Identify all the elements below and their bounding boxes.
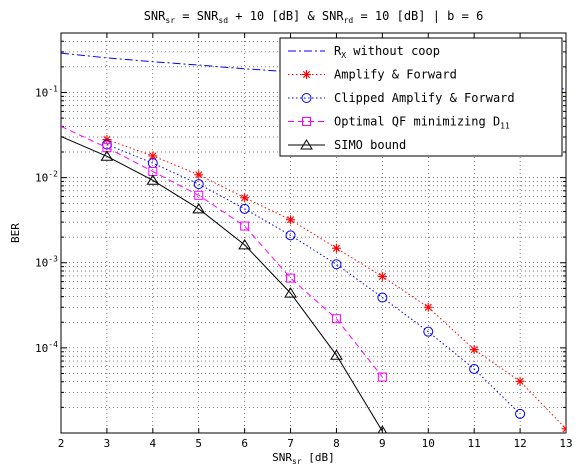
data-point-3 xyxy=(331,314,341,324)
data-point-4 xyxy=(100,150,114,161)
series-line-3 xyxy=(61,125,383,378)
series-line-4 xyxy=(61,135,383,432)
x-axis-label: SNRsr​ [dB] xyxy=(272,451,335,466)
series-line-2 xyxy=(106,144,521,415)
data-point-2 xyxy=(239,203,250,214)
legend-marker-1 xyxy=(302,70,311,79)
data-point-2 xyxy=(515,408,526,419)
plot-axes xyxy=(60,32,567,434)
data-point-2 xyxy=(423,326,434,337)
data-point-2 xyxy=(331,259,342,270)
legend-entry-3: Optimal QF minimizing D11​ xyxy=(334,115,510,131)
legend-entry-2: Clipped Amplify & Forward xyxy=(334,91,515,105)
axis-labels: SNRsr​ = SNRsd​ + 10 [dB] & SNRrd​ = 10 … xyxy=(9,9,483,466)
data-point-2 xyxy=(469,363,480,374)
y-axis-label: BER xyxy=(9,223,22,243)
x-tick-label: 13 xyxy=(559,437,572,450)
x-tick-label: 8 xyxy=(333,437,340,450)
data-point-1 xyxy=(286,215,296,225)
data-point-1 xyxy=(331,243,341,253)
data-point-1 xyxy=(194,170,204,180)
x-tick-label: 4 xyxy=(150,437,157,450)
data-point-4 xyxy=(192,202,206,214)
y-tick-label: 10-4​ xyxy=(35,340,58,355)
legend-entry-1: Amplify & Forward xyxy=(334,68,457,82)
legend-entry-0: RX​ without coop xyxy=(334,44,440,60)
legend: RX​ without coop Amplify & Forward Clipped… xyxy=(279,37,563,157)
x-tick-label: 6 xyxy=(241,437,248,450)
x-tick-label: 2 xyxy=(58,437,65,450)
data-point-4 xyxy=(330,349,343,360)
y-tick-label: 10-2​ xyxy=(35,170,58,185)
legend-marker-3 xyxy=(302,117,311,126)
x-tick-label: 10 xyxy=(422,437,435,450)
data-point-1 xyxy=(240,193,250,203)
plot-frame xyxy=(60,32,567,434)
legend-marker-4 xyxy=(300,139,313,150)
data-point-3 xyxy=(286,273,296,283)
x-tick-label: 12 xyxy=(513,437,526,450)
x-tick-label: 3 xyxy=(104,437,111,450)
data-point-4 xyxy=(284,287,297,298)
data-point-2 xyxy=(285,230,296,241)
y-tick-label: 10-3​ xyxy=(35,255,58,270)
legend-entry-4: SIMO bound xyxy=(334,138,406,152)
data-point-3 xyxy=(240,221,250,231)
data-point-1 xyxy=(377,271,387,281)
x-tick-label: 9 xyxy=(379,437,386,450)
x-tick-label: 5 xyxy=(195,437,202,450)
data-point-3 xyxy=(194,190,204,200)
data-point-3 xyxy=(377,372,387,382)
legend-box xyxy=(279,37,563,157)
chart-title: SNRsr​ = SNRsd​ + 10 [dB] & SNRrd​ = 10 … xyxy=(144,9,484,25)
series-line-1 xyxy=(106,139,566,430)
data-point-1 xyxy=(561,424,566,433)
data-point-4 xyxy=(238,238,252,250)
x-tick-label: 7 xyxy=(287,437,294,450)
data-point-2 xyxy=(193,179,204,190)
data-point-2 xyxy=(377,292,388,303)
legend-marker-2 xyxy=(301,93,312,103)
data-point-1 xyxy=(423,302,433,312)
x-tick-label: 11 xyxy=(468,437,481,450)
data-point-1 xyxy=(469,345,479,355)
data-point-4 xyxy=(377,425,388,433)
tick-labels: 2 3 4 5 6 7 8 9 10 11 12 13 10-1​ 10-2​ 10-3​ 10-4​ xyxy=(35,84,573,450)
y-tick-label: 10-1​ xyxy=(35,84,58,99)
data-point-1 xyxy=(515,376,525,386)
data-point-4 xyxy=(146,174,160,185)
